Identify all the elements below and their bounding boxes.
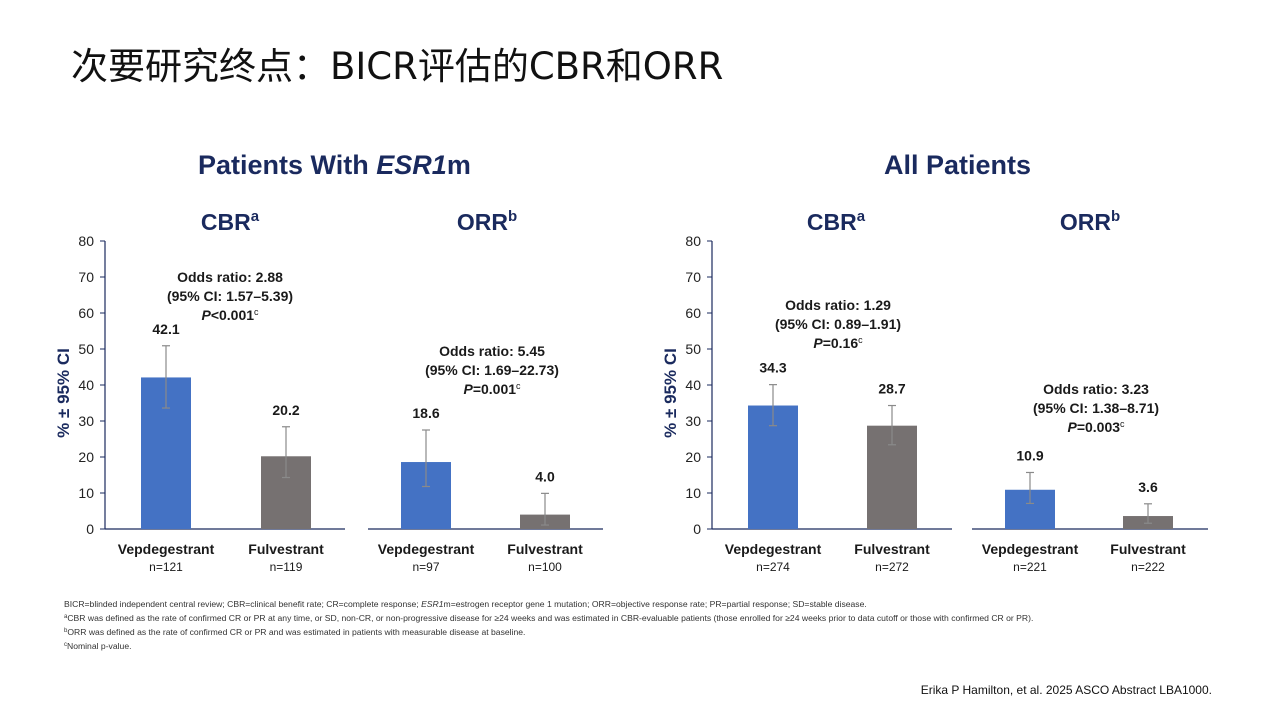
footnote-a: aCBR was defined as the rate of confirme… [64, 611, 1214, 625]
chart4-value-label-2: 3.6 [1138, 479, 1158, 495]
chart1-p-value-sup: c [254, 307, 259, 317]
chart3-title: CBRa [807, 208, 866, 235]
chart3-category-label-2: Fulvestrant [854, 541, 930, 557]
footnote-b-mark: b [64, 628, 68, 634]
chart1-sample-size-1: n=121 [149, 560, 183, 574]
chart2-p-value-symbol: P [463, 381, 473, 397]
chart2-title-sup: b [508, 208, 517, 225]
chart4-odds-ratio: Odds ratio: 3.23 [1043, 381, 1149, 397]
chart4-odds-ratio-ci: (95% CI: 1.38–8.71) [1033, 400, 1159, 416]
chart1-value-label-2: 20.2 [272, 402, 299, 418]
chart4-sample-size-1: n=221 [1013, 560, 1047, 574]
chart2-category-label-1: Vepdegestrant [378, 541, 475, 557]
chart2-value-label-1: 18.6 [412, 405, 439, 421]
group-title-esr1m-prefix: Patients With [198, 150, 377, 180]
chart3-odds-ratio: Odds ratio: 1.29 [785, 297, 891, 313]
chart1-odds-ratio: Odds ratio: 2.88 [177, 269, 283, 285]
footnote-abbreviations: BICR=blinded independent central review;… [64, 598, 1214, 611]
chart1-title-sup: a [251, 208, 260, 225]
chart3-y-tick-label-10: 10 [685, 485, 701, 501]
chart3-p-value-symbol: P [813, 335, 823, 351]
chart4-p-value: P=0.003c [1067, 419, 1125, 435]
chart2-p-value-sup: c [516, 381, 521, 391]
chart4-sample-size-2: n=222 [1131, 560, 1165, 574]
chart3-value-label-2: 28.7 [878, 381, 905, 397]
chart3-p-value: P=0.16c [813, 335, 863, 351]
chart1-y-tick-label-70: 70 [78, 269, 94, 285]
chart3-y-tick-label-50: 50 [685, 341, 701, 357]
chart3-title-sup: a [857, 208, 866, 225]
footnote-c: cNominal p-value. [64, 639, 1214, 653]
chart1-y-tick-label-40: 40 [78, 377, 94, 393]
chart3-y-tick-label-60: 60 [685, 305, 701, 321]
chart3-value-label-1: 34.3 [759, 360, 786, 376]
footnote-b-text: ORR was defined as the rate of confirmed… [67, 627, 526, 637]
chart1-title: CBRa [201, 208, 260, 235]
chart2-title: ORRb [457, 208, 517, 235]
footnote-a-text: CBR was defined as the rate of confirmed… [67, 613, 1034, 623]
chart1-y-tick-label-0: 0 [86, 521, 94, 537]
chart1-y-axis-label: % ± 95% CI [54, 348, 73, 438]
footnote-c-mark: c [64, 642, 67, 648]
citation: Erika P Hamilton, et al. 2025 ASCO Abstr… [920, 683, 1212, 697]
chart3-y-tick-label-30: 30 [685, 413, 701, 429]
chart3-sample-size-1: n=274 [756, 560, 790, 574]
chart4-category-label-2: Fulvestrant [1110, 541, 1186, 557]
chart1-y-tick-label-10: 10 [78, 485, 94, 501]
chart1-y-tick-label-60: 60 [78, 305, 94, 321]
chart1-y-tick-label-50: 50 [78, 341, 94, 357]
chart1-value-label-1: 42.1 [152, 321, 179, 337]
chart2-odds-ratio-ci: (95% CI: 1.69–22.73) [425, 362, 559, 378]
chart4-title-sup: b [1111, 208, 1120, 225]
chart3-y-tick-label-80: 80 [685, 233, 701, 249]
footnote-abbr-b: m=estrogen receptor gene 1 mutation; ORR… [443, 599, 867, 609]
group-title-all-prefix: All Patients [884, 150, 1032, 180]
chart1-y-tick-label-80: 80 [78, 233, 94, 249]
chart4-title: ORRb [1060, 208, 1120, 235]
chart1-sample-size-2: n=119 [270, 560, 303, 574]
chart3-p-value-number: =0.16 [823, 335, 859, 351]
chart2-sample-size-2: n=100 [528, 560, 562, 574]
chart3-p-value-sup: c [858, 335, 863, 345]
chart3-y-tick-label-20: 20 [685, 449, 701, 465]
chart3-y-tick-label-70: 70 [685, 269, 701, 285]
chart1-odds-ratio-ci: (95% CI: 1.57–5.39) [167, 288, 293, 304]
chart1-p-value-symbol: P [201, 307, 211, 323]
footnote-abbr-italic: ESR1 [421, 599, 444, 609]
chart3-y-tick-label-40: 40 [685, 377, 701, 393]
footnote-c-text: Nominal p-value. [67, 641, 132, 651]
chart1-y-tick-label-30: 30 [78, 413, 94, 429]
chart2-sample-size-1: n=97 [412, 560, 439, 574]
chart3-y-tick-label-0: 0 [693, 521, 701, 537]
chart1-category-label-1: Vepdegestrant [118, 541, 215, 557]
chart4-value-label-1: 10.9 [1016, 447, 1043, 463]
slide-title: 次要研究终点：BICR评估的CBR和ORR [71, 45, 724, 88]
chart2-p-value: P=0.001c [463, 381, 521, 397]
footnotes: BICR=blinded independent central review;… [64, 598, 1214, 653]
footnote-abbr-a: BICR=blinded independent central review;… [64, 599, 422, 609]
chart2-odds-ratio: Odds ratio: 5.45 [439, 343, 545, 359]
group-title-all-patients: All Patients [884, 150, 1031, 181]
chart4-p-value-sup: c [1120, 419, 1125, 429]
chart3-sample-size-2: n=272 [875, 560, 909, 574]
footnote-a-mark: a [64, 614, 68, 620]
chart3-category-label-1: Vepdegestrant [725, 541, 822, 557]
footnote-b: bORR was defined as the rate of confirme… [64, 625, 1214, 639]
chart4-p-value-symbol: P [1067, 419, 1077, 435]
chart3-odds-ratio-ci: (95% CI: 0.89–1.91) [775, 316, 901, 332]
chart2-p-value-number: =0.001 [473, 381, 516, 397]
chart1-y-tick-label-20: 20 [78, 449, 94, 465]
chart4-p-value-number: =0.003 [1077, 419, 1120, 435]
chart1-category-label-2: Fulvestrant [248, 541, 324, 557]
chart2-value-label-2: 4.0 [535, 468, 555, 484]
chart1-p-value-number: <0.001 [211, 307, 254, 323]
chart1-p-value: P<0.001c [201, 307, 259, 323]
group-title-esr1m-suffix: m [446, 150, 471, 180]
group-title-esr1m: Patients With ESR1m [198, 150, 471, 181]
chart4-category-label-1: Vepdegestrant [982, 541, 1079, 557]
group-title-esr1m-italic: ESR1 [376, 150, 447, 180]
chart3-y-axis-label: % ± 95% CI [661, 348, 680, 438]
chart2-category-label-2: Fulvestrant [507, 541, 583, 557]
